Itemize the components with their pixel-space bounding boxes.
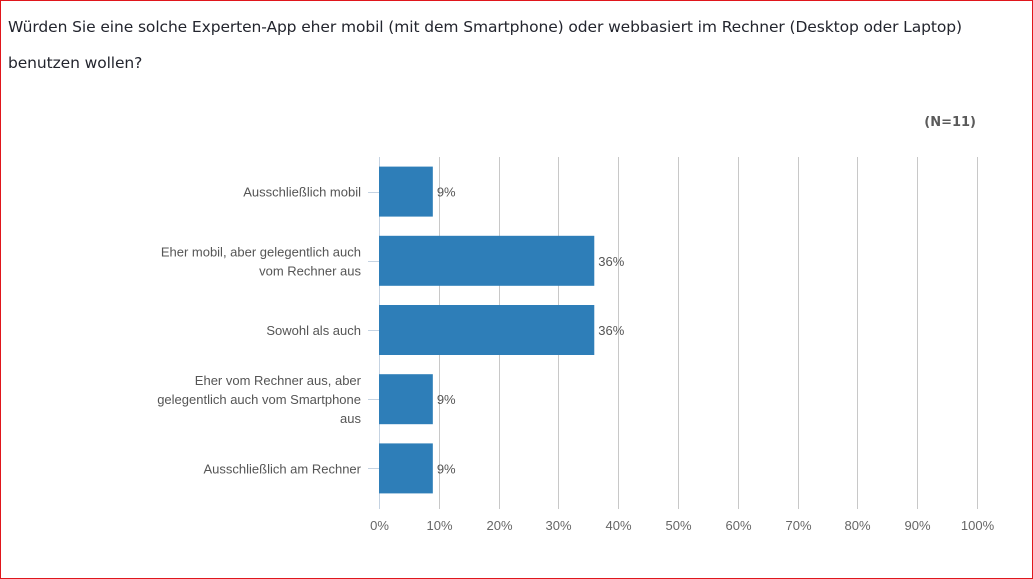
x-tick-label: 100% [961, 518, 995, 533]
sample-size-label: (N=11) [924, 115, 976, 130]
bar-value-label: 36% [598, 323, 624, 338]
category-label-line: Ausschließlich am Rechner [203, 461, 361, 476]
category-label-line: gelegentlich auch vom Smartphone [157, 392, 361, 407]
x-tick-label: 20% [486, 518, 512, 533]
bar [379, 443, 433, 494]
category-label-line: aus [340, 411, 361, 426]
category-label: Ausschließlich mobil [243, 185, 361, 200]
x-tick-label: 90% [904, 518, 930, 533]
x-tick-label: 70% [785, 518, 811, 533]
x-tick-label: 0% [370, 518, 389, 533]
category-label-line: Sowohl als auch [266, 323, 361, 338]
bar-value-label: 9% [437, 392, 456, 407]
x-tick-label: 60% [725, 518, 751, 533]
bar [379, 374, 433, 425]
x-tick-label: 80% [844, 518, 870, 533]
category-label: Sowohl als auch [266, 323, 361, 338]
bar-value-label: 36% [598, 254, 624, 269]
x-tick-label: 40% [605, 518, 631, 533]
x-tick-label: 50% [665, 518, 691, 533]
category-label-line: Eher vom Rechner aus, aber [195, 373, 362, 388]
category-label-line: Ausschließlich mobil [243, 185, 361, 200]
x-tick-label: 30% [545, 518, 571, 533]
bar [379, 305, 595, 355]
bar [379, 235, 595, 286]
category-label: Eher vom Rechner aus, aber gelegentlich a… [157, 373, 361, 426]
x-tick-label: 10% [426, 518, 452, 533]
category-label-line: vom Rechner aus [259, 263, 361, 278]
bar-value-label: 9% [437, 461, 456, 476]
bar [379, 166, 433, 217]
category-label: Ausschließlich am Rechner [203, 461, 361, 476]
category-label: Eher mobil, aber gelegentlich auch vom Re… [161, 244, 362, 278]
chart-title: Würden Sie eine solche Experten-App eher… [8, 18, 962, 72]
category-label-line: Eher mobil, aber gelegentlich auch [161, 244, 361, 259]
bar-value-label: 9% [437, 185, 456, 200]
